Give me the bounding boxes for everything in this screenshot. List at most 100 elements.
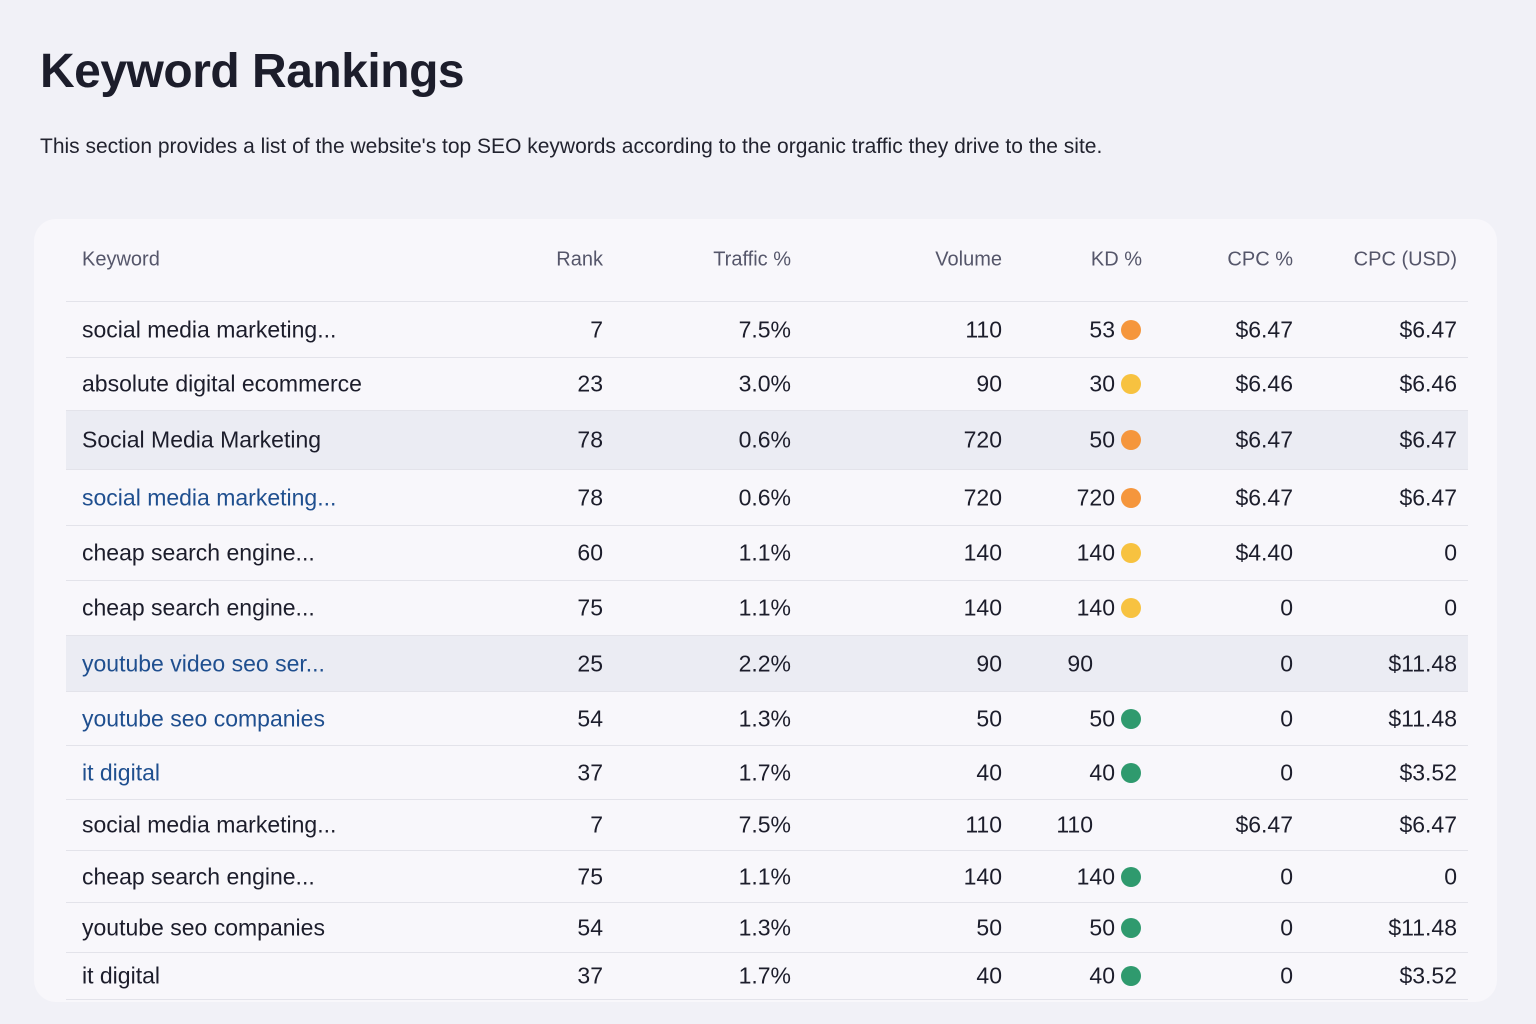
keyword: it digital	[82, 759, 160, 785]
cell-value: 140	[1076, 539, 1115, 566]
cell-value: $6.47	[1235, 426, 1293, 453]
cell-value: $6.47	[1399, 426, 1457, 453]
table-row: it digital 37 1.7% 40 40 0 $3.52	[66, 746, 1468, 800]
cell-value: 0	[1280, 594, 1293, 621]
column-header: CPC (USD)	[1353, 248, 1457, 271]
kd-dot	[1121, 762, 1141, 783]
cell-value: $6.47	[1399, 316, 1457, 342]
cell-value: 40	[976, 962, 1002, 989]
cell-value: 78	[577, 484, 603, 510]
cell-value: 1.7%	[738, 759, 791, 785]
description: This section provides a list of the webs…	[40, 135, 1103, 158]
cell-value: 60	[577, 539, 603, 566]
cell-value: 720	[963, 426, 1002, 453]
cell-value: 23	[577, 370, 603, 397]
kd-dot	[1121, 966, 1141, 986]
table-row: cheap search engine... 75 1.1% 140 140 0 0	[66, 851, 1468, 903]
page-title: Keyword Rankings	[40, 45, 465, 98]
cell-value: 140	[963, 863, 1002, 889]
column-header: CPC %	[1227, 248, 1293, 271]
table-row: cheap search engine... 75 1.1% 140 140 0 0	[66, 581, 1468, 636]
cell-value: 0	[1444, 539, 1457, 566]
cell-value: 53	[1089, 316, 1115, 342]
cell-value: 25	[577, 650, 603, 676]
cell-value: 110	[965, 316, 1002, 342]
header-row: Keyword Rank Traffic % Volume KD % CPC % CPC (…	[66, 219, 1468, 302]
keyword: it digital	[82, 962, 160, 989]
column-header: Volume	[935, 248, 1002, 271]
cell-value: 0	[1280, 914, 1293, 940]
cell-value: 90	[976, 650, 1002, 676]
table-card: Keyword Rank Traffic % Volume KD % CPC % CPC (…	[34, 219, 1497, 1002]
cell-value: $3.52	[1399, 962, 1457, 989]
cell-value: 37	[577, 759, 603, 785]
table-row: social media marketing... 7 7.5% 110 53 $6.47…	[66, 302, 1468, 358]
column-header: Rank	[556, 248, 603, 271]
keyword: social media marketing...	[82, 484, 337, 510]
table-row: absolute digital ecommerce 23 3.0% 90 30 $6.4…	[66, 358, 1468, 411]
keyword: social media marketing...	[82, 316, 337, 342]
cell-value: 50	[1089, 426, 1115, 453]
cell-value: $4.40	[1235, 539, 1293, 566]
kd-dot	[1121, 543, 1141, 563]
cell-value: 140	[1076, 594, 1115, 621]
cell-value: $6.47	[1235, 484, 1293, 510]
cell-value: 40	[1089, 962, 1115, 989]
kd-dot	[1121, 866, 1141, 887]
table-row: it digital 37 1.7% 40 40 0 $3.52	[66, 953, 1468, 1000]
cell-value: 1.1%	[738, 539, 791, 566]
cell-value: $6.47	[1235, 811, 1293, 838]
cell-value: 50	[976, 705, 1002, 731]
cell-value: 0.6%	[738, 484, 791, 510]
table-row: cheap search engine... 60 1.1% 140 140 $4.40 0	[66, 526, 1468, 581]
keyword: youtube seo companies	[82, 914, 325, 940]
cell-value: 50	[1089, 705, 1115, 731]
cell-value: $6.47	[1399, 484, 1457, 510]
cell-value: 1.3%	[738, 705, 791, 731]
cell-value: 54	[577, 705, 603, 731]
keyword: cheap search engine...	[82, 539, 315, 566]
keyword: youtube video seo ser...	[82, 650, 325, 676]
column-header: Traffic %	[713, 248, 791, 271]
cell-value: 7.5%	[738, 316, 791, 342]
cell-value: $11.48	[1388, 914, 1457, 940]
cell-value: 2.2%	[738, 650, 791, 676]
cell-value: 90	[1067, 650, 1093, 676]
cell-value: $6.47	[1235, 316, 1293, 342]
cell-value: 0	[1444, 863, 1457, 889]
cell-value: 75	[577, 594, 603, 621]
kd-dot	[1121, 430, 1141, 450]
cell-value: 7.5%	[738, 811, 791, 838]
cell-value: 1.3%	[738, 914, 791, 940]
cell-value: 40	[976, 759, 1002, 785]
keyword: absolute digital ecommerce	[82, 370, 362, 397]
cell-value: 110	[965, 811, 1002, 838]
kd-dot	[1121, 917, 1141, 938]
cell-value: 140	[1076, 863, 1115, 889]
cell-value: 720	[1076, 484, 1115, 510]
cell-value: 0	[1280, 759, 1293, 785]
cell-value: $3.52	[1399, 759, 1457, 785]
keyword: social media marketing...	[82, 811, 337, 838]
cell-value: $11.48	[1388, 705, 1457, 731]
keyword: cheap search engine...	[82, 594, 315, 621]
keyword: youtube seo companies	[82, 705, 325, 731]
table-row: youtube video seo ser... 25 2.2% 90 90 0 $11.4…	[66, 636, 1468, 692]
kd-dot	[1121, 319, 1141, 340]
cell-value: 3.0%	[738, 370, 791, 397]
cell-value: 90	[976, 370, 1002, 397]
cell-value: 75	[577, 863, 603, 889]
kd-dot	[1121, 598, 1141, 618]
cell-value: 78	[577, 426, 603, 453]
cell-value: 1.7%	[738, 962, 791, 989]
cell-value: $6.46	[1235, 370, 1293, 397]
cell-value: 40	[1089, 759, 1115, 785]
cell-value: 1.1%	[738, 594, 791, 621]
column-header: KD %	[1090, 248, 1142, 271]
kd-dot	[1121, 374, 1141, 394]
cell-value: 720	[963, 484, 1002, 510]
kd-dot	[1121, 487, 1141, 508]
cell-value: $6.46	[1399, 370, 1457, 397]
keyword: Social Media Marketing	[82, 426, 322, 453]
